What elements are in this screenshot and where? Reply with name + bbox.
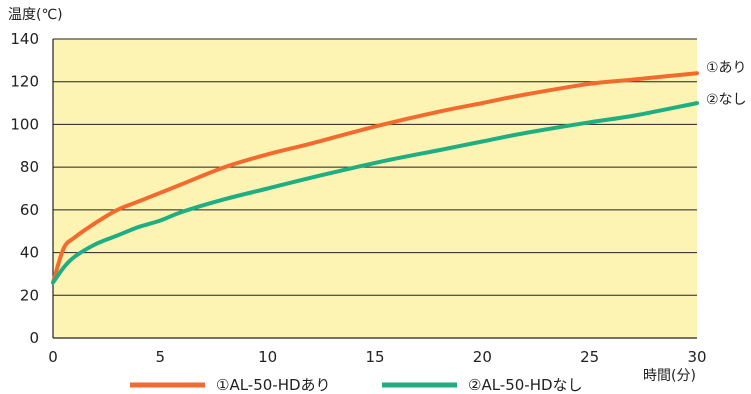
x-tick-label: 15: [365, 348, 384, 366]
x-tick-labels: 0 5 10 15 20 25 30: [48, 348, 706, 366]
y-tick-label: 60: [20, 201, 39, 219]
y-tick-label: 100: [10, 115, 39, 133]
series-line-2: [51, 101, 699, 285]
series-line-1: [51, 71, 699, 285]
x-tick-label: 5: [156, 348, 166, 366]
series-end-labels: ①あり ②なし: [706, 60, 747, 108]
x-axis-title: 時間(分): [643, 368, 696, 384]
y-tick-label: 140: [10, 30, 39, 48]
legend: ①AL-50-HDあり ②AL-50-HDなし: [130, 376, 583, 394]
y-tick-label: 80: [20, 158, 39, 176]
series-end-label: ②なし: [706, 92, 747, 108]
y-tick-label: 0: [29, 329, 39, 347]
gridlines: [53, 38, 697, 296]
plot-background: [53, 39, 697, 338]
series-end-label: ①あり: [706, 60, 747, 76]
x-tick-label: 20: [473, 348, 492, 366]
y-tick-label: 120: [10, 73, 39, 91]
legend-label: ②AL-50-HDなし: [468, 376, 583, 394]
x-tick-label: 30: [687, 348, 706, 366]
y-axis-title: 温度(℃): [8, 7, 63, 23]
x-tick-label: 10: [258, 348, 277, 366]
y-tick-label: 20: [20, 286, 39, 304]
y-tick-labels: 0 20 40 60 80 100 120 140: [10, 30, 39, 347]
legend-label: ①AL-50-HDあり: [216, 376, 331, 394]
axes: [52, 39, 697, 339]
series-lines: [51, 71, 699, 285]
y-tick-label: 40: [20, 244, 39, 262]
x-tick-label: 25: [580, 348, 599, 366]
x-tick-label: 0: [48, 348, 58, 366]
